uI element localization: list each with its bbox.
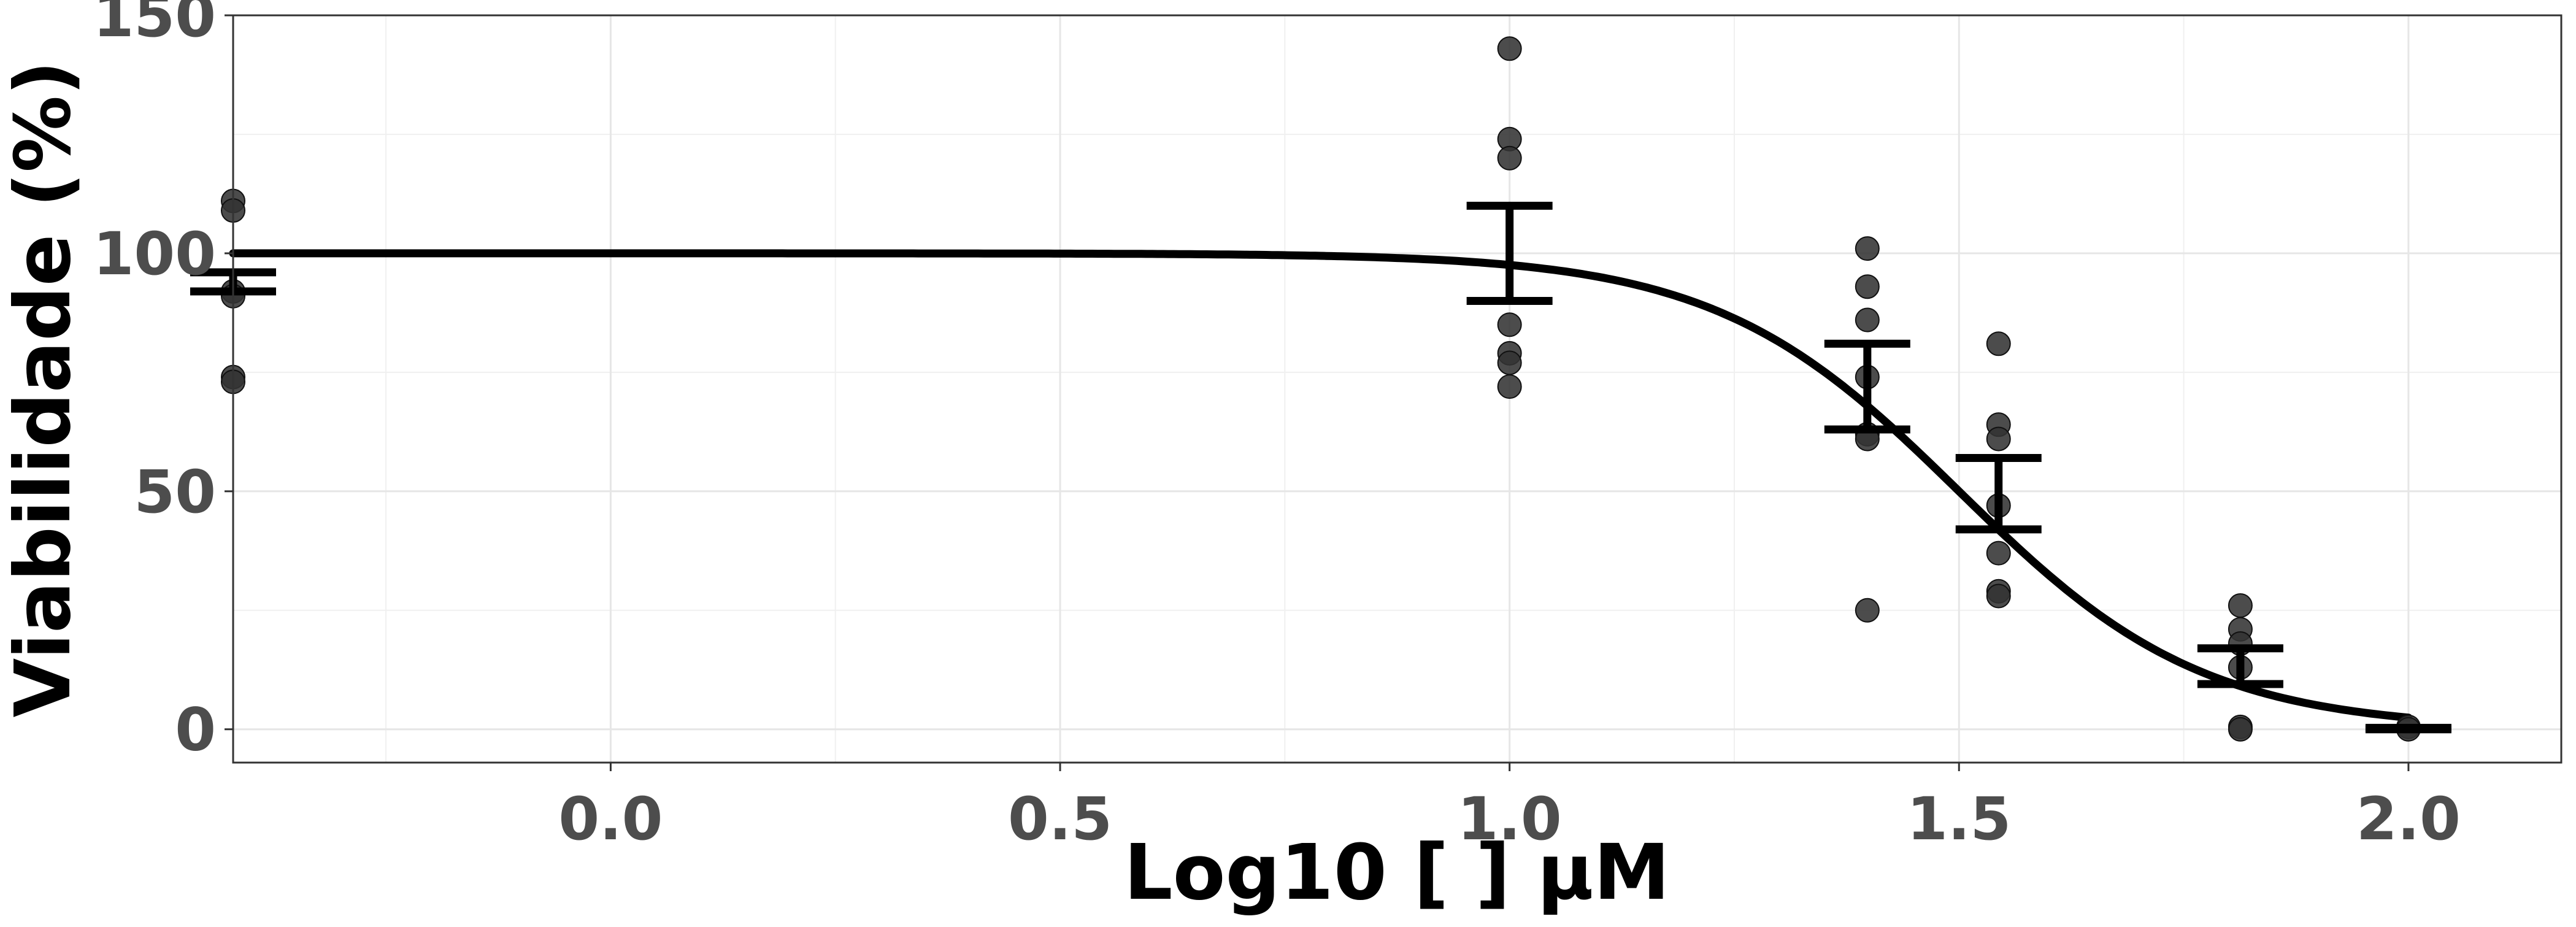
error-bar	[1824, 339, 1910, 434]
data-point	[2228, 593, 2253, 618]
error-bars	[190, 201, 2451, 734]
grid-minor	[233, 15, 2561, 763]
data-point	[1855, 274, 1880, 299]
plot-border	[232, 14, 2563, 764]
data-point	[1855, 307, 1880, 333]
data-point	[1986, 583, 2011, 609]
y-tick-label: 100	[93, 220, 216, 288]
data-point	[1497, 145, 1522, 171]
data-point	[1497, 312, 1522, 337]
y-tick-labels: 0 50 100 150	[93, 0, 216, 764]
error-bar	[1955, 453, 2042, 534]
data-point	[1497, 374, 1522, 399]
x-axis-title: Log10 [ ] µM	[1124, 828, 1670, 917]
y-tick-label: 50	[134, 458, 216, 526]
x-tick-labels: 0.0 0.5 1.0 1.5 2.0	[558, 785, 2461, 853]
fit-curve	[229, 249, 2413, 722]
x-tick-label: 0.0	[558, 785, 663, 853]
data-point	[1855, 236, 1880, 261]
error-bar	[2197, 644, 2283, 688]
y-tick-label: 150	[93, 0, 216, 50]
error-bar	[1466, 201, 1553, 305]
data-point	[1497, 36, 1522, 61]
x-tick-label: 0.5	[1008, 785, 1112, 853]
x-tick-label: 1.0	[1458, 785, 1562, 853]
plot-panel	[233, 15, 2561, 763]
data-point	[1986, 426, 2011, 452]
data-point	[2228, 717, 2253, 742]
data-point	[1497, 350, 1522, 375]
fit-curve-layer	[229, 249, 2413, 722]
x-tick-label: 2.0	[2356, 785, 2461, 853]
y-tick-label: 0	[175, 696, 216, 764]
x-tick-label: 1.5	[1907, 785, 2011, 853]
error-bar	[2365, 723, 2451, 734]
data-point	[1986, 540, 2011, 566]
data-point	[1986, 331, 2011, 356]
data-point	[1855, 598, 1880, 623]
y-axis-title: Viabilidade (%)	[0, 61, 88, 718]
axis-ticks	[225, 14, 2410, 771]
